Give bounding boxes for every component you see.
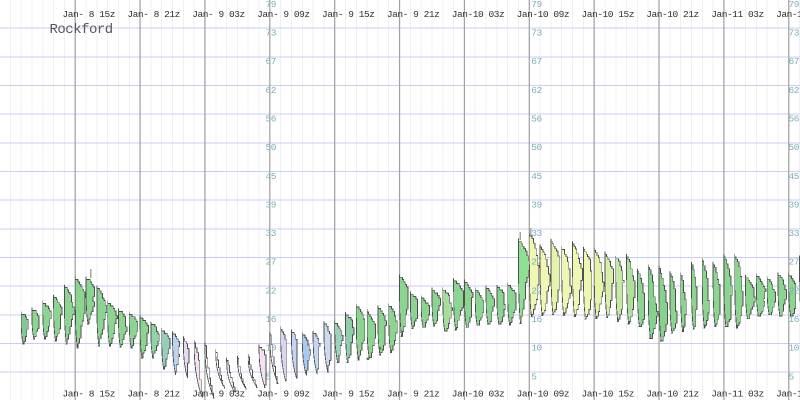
svg-text:39: 39: [531, 199, 542, 210]
svg-text:50: 50: [266, 142, 277, 153]
svg-text:45: 45: [531, 171, 542, 182]
svg-text:5: 5: [531, 371, 537, 382]
svg-text:16: 16: [531, 314, 542, 325]
svg-text:10: 10: [789, 343, 800, 354]
svg-text:Jan- 9 09z: Jan- 9 09z: [257, 389, 310, 400]
svg-text:Jan- 9 21z: Jan- 9 21z: [387, 9, 440, 20]
svg-text:79: 79: [266, 0, 277, 10]
svg-text:73: 73: [789, 28, 800, 39]
svg-text:62: 62: [266, 85, 277, 96]
svg-text:22: 22: [266, 285, 277, 296]
svg-text:50: 50: [531, 142, 542, 153]
svg-text:73: 73: [531, 28, 542, 39]
svg-text:27: 27: [789, 257, 799, 268]
svg-text:Jan- 9 15z: Jan- 9 15z: [322, 389, 375, 400]
svg-text:Jan-11 03z: Jan-11 03z: [711, 9, 764, 20]
svg-text:Jan-11 09z: Jan-11 09z: [776, 9, 800, 20]
svg-text:39: 39: [266, 199, 277, 210]
svg-text:33: 33: [266, 228, 277, 239]
svg-text:Rockford: Rockford: [50, 22, 113, 38]
svg-text:45: 45: [789, 171, 800, 182]
svg-text:56: 56: [531, 113, 542, 124]
svg-text:Jan-10 15z: Jan-10 15z: [582, 389, 635, 400]
svg-text:Jan- 9 09z: Jan- 9 09z: [257, 9, 310, 20]
svg-text:Jan- 9 21z: Jan- 9 21z: [387, 389, 440, 400]
svg-text:5: 5: [789, 371, 795, 382]
svg-text:Jan-10 21z: Jan-10 21z: [646, 9, 699, 20]
svg-text:27: 27: [531, 257, 541, 268]
svg-text:Jan- 9 03z: Jan- 9 03z: [192, 389, 245, 400]
svg-text:Jan-11 09z: Jan-11 09z: [776, 389, 800, 400]
svg-text:Jan- 9 03z: Jan- 9 03z: [192, 9, 245, 20]
svg-text:33: 33: [789, 228, 800, 239]
svg-text:67: 67: [266, 56, 276, 67]
svg-text:45: 45: [266, 171, 277, 182]
svg-text:79: 79: [789, 0, 800, 10]
svg-text:16: 16: [266, 314, 277, 325]
svg-text:73: 73: [266, 28, 277, 39]
svg-text:Jan- 8 15z: Jan- 8 15z: [63, 389, 116, 400]
svg-text:Jan- 8 21z: Jan- 8 21z: [127, 389, 180, 400]
svg-text:10: 10: [531, 343, 542, 354]
svg-text:33: 33: [531, 228, 542, 239]
svg-text:Jan-10 09z: Jan-10 09z: [517, 9, 570, 20]
svg-text:Jan-10 03z: Jan-10 03z: [452, 389, 505, 400]
svg-text:5: 5: [266, 371, 272, 382]
svg-text:50: 50: [789, 142, 800, 153]
svg-text:Jan- 8 15z: Jan- 8 15z: [63, 9, 116, 20]
svg-text:27: 27: [266, 257, 276, 268]
svg-text:Jan- 9 15z: Jan- 9 15z: [322, 9, 375, 20]
svg-text:79: 79: [531, 0, 542, 10]
svg-text:Jan-10 09z: Jan-10 09z: [517, 389, 570, 400]
svg-text:Jan-10 03z: Jan-10 03z: [452, 9, 505, 20]
svg-text:Jan-10 21z: Jan-10 21z: [646, 389, 699, 400]
svg-text:39: 39: [789, 199, 800, 210]
svg-text:Jan-11 03z: Jan-11 03z: [711, 389, 764, 400]
svg-text:56: 56: [789, 113, 800, 124]
svg-text:Jan- 8 21z: Jan- 8 21z: [127, 9, 180, 20]
svg-text:Jan-10 15z: Jan-10 15z: [582, 9, 635, 20]
svg-text:56: 56: [266, 113, 277, 124]
svg-text:62: 62: [531, 85, 542, 96]
svg-text:67: 67: [531, 56, 541, 67]
svg-text:62: 62: [789, 85, 800, 96]
svg-text:22: 22: [789, 285, 800, 296]
svg-text:16: 16: [789, 314, 800, 325]
svg-text:22: 22: [531, 285, 542, 296]
svg-text:67: 67: [789, 56, 799, 67]
